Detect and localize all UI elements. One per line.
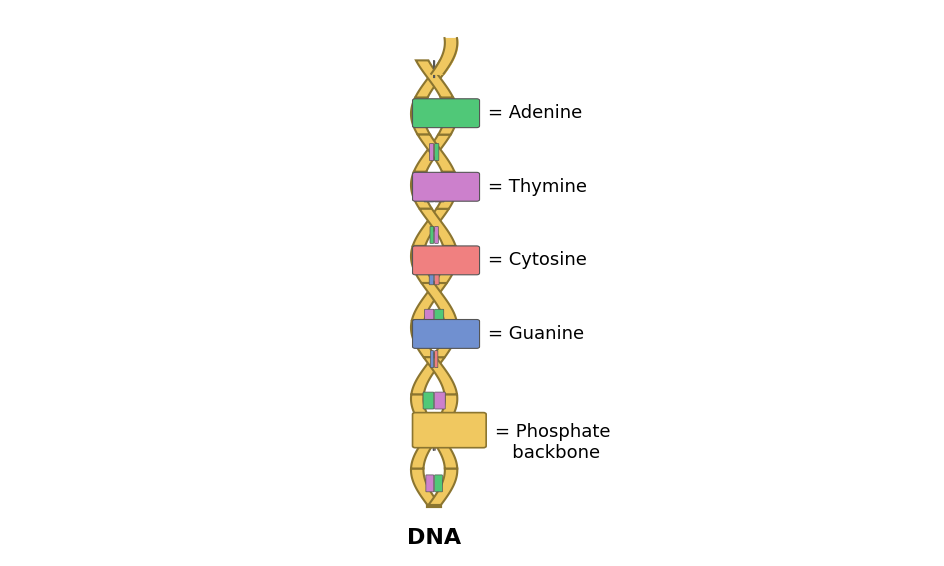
FancyBboxPatch shape [434, 185, 444, 202]
Polygon shape [411, 320, 436, 357]
Polygon shape [413, 209, 448, 246]
Polygon shape [432, 320, 457, 357]
Text: = Cytosine: = Cytosine [488, 251, 587, 269]
FancyBboxPatch shape [434, 226, 438, 243]
Polygon shape [412, 357, 445, 395]
Polygon shape [411, 431, 443, 469]
Polygon shape [421, 283, 456, 320]
FancyBboxPatch shape [434, 392, 446, 409]
FancyBboxPatch shape [434, 268, 439, 285]
Polygon shape [417, 135, 454, 171]
Text: = Phosphate
   backbone: = Phosphate backbone [495, 423, 610, 462]
FancyBboxPatch shape [430, 268, 433, 285]
FancyBboxPatch shape [423, 392, 433, 409]
Polygon shape [419, 209, 456, 246]
FancyBboxPatch shape [430, 226, 433, 243]
FancyBboxPatch shape [425, 309, 433, 326]
Polygon shape [415, 61, 452, 97]
Text: DNA: DNA [407, 528, 462, 548]
Polygon shape [411, 395, 438, 431]
Polygon shape [428, 469, 457, 505]
FancyBboxPatch shape [434, 102, 446, 119]
FancyBboxPatch shape [434, 309, 444, 326]
Polygon shape [434, 246, 457, 283]
Polygon shape [411, 97, 430, 135]
Polygon shape [424, 357, 457, 395]
FancyBboxPatch shape [434, 351, 438, 367]
FancyBboxPatch shape [430, 351, 433, 367]
Polygon shape [436, 171, 457, 209]
Polygon shape [426, 431, 457, 469]
Text: = Thymine: = Thymine [488, 178, 587, 196]
Polygon shape [438, 97, 457, 135]
FancyBboxPatch shape [423, 102, 433, 119]
Polygon shape [412, 283, 447, 320]
Polygon shape [413, 135, 450, 171]
Text: = Guanine: = Guanine [488, 325, 584, 343]
Polygon shape [411, 246, 434, 283]
FancyBboxPatch shape [434, 475, 443, 492]
FancyBboxPatch shape [426, 475, 433, 492]
FancyBboxPatch shape [430, 144, 433, 161]
FancyBboxPatch shape [424, 185, 433, 202]
Text: = Adenine: = Adenine [488, 104, 582, 122]
Polygon shape [411, 171, 432, 209]
Polygon shape [416, 61, 453, 97]
FancyBboxPatch shape [434, 144, 439, 161]
Polygon shape [411, 469, 441, 505]
Polygon shape [430, 395, 457, 431]
